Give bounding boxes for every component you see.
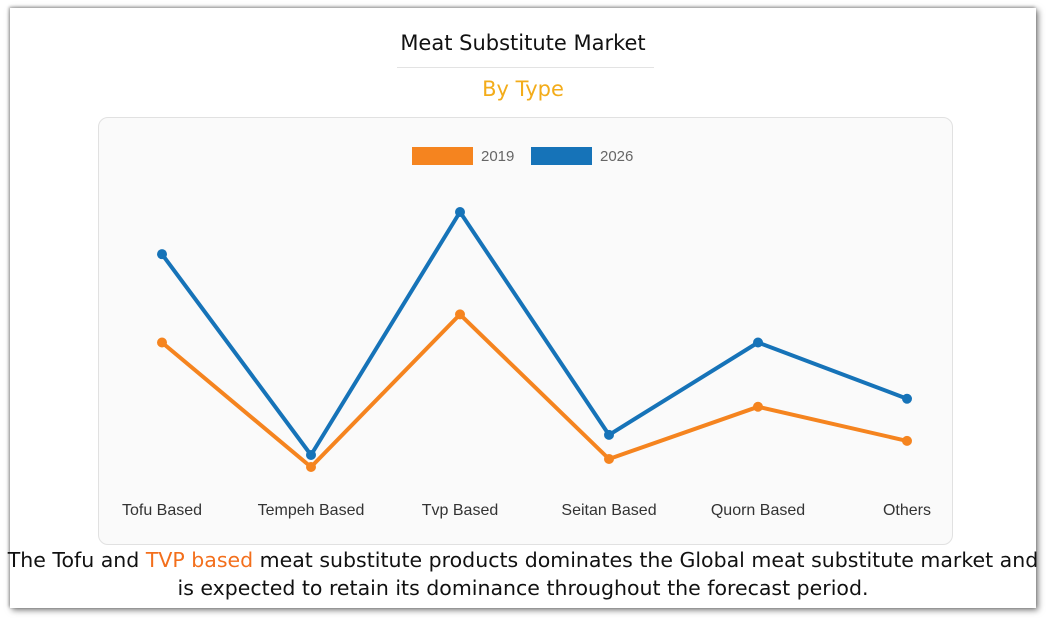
title-divider [397, 67, 654, 68]
data-point-2019-seitan-based [604, 453, 614, 464]
chart-legend: 2019 2026 [412, 147, 633, 165]
data-point-2026-seitan-based [604, 429, 614, 440]
x-tick-label-tvp-based: Tvp Based [422, 502, 498, 519]
chart-caption: The Tofu and TVP based meat substitute p… [0, 546, 1046, 602]
x-tick-label-seitan-based: Seitan Based [561, 502, 656, 519]
caption-text-start: The Tofu and [7, 548, 146, 572]
legend-item-2026: 2026 [531, 147, 633, 165]
legend-label-2019: 2019 [481, 148, 514, 165]
legend-swatch-2026 [531, 147, 592, 165]
line-chart: 2019 2026 Tofu Based Tempeh Based Tvp Based… [122, 147, 931, 519]
page-subtitle: By Type [482, 77, 564, 101]
chart-panel: 2019 2026 Tofu Based Tempeh Based Tvp Based… [98, 117, 953, 545]
data-point-2026-tvp-based [455, 207, 465, 218]
caption-text-end: meat substitute products dominates the G… [177, 548, 1039, 600]
data-point-2026-quorn-based [753, 337, 763, 348]
data-point-2019-quorn-based [753, 401, 763, 412]
data-point-2019-tempeh-based [306, 462, 316, 472]
data-point-2026-tofu-based [157, 249, 167, 260]
caption-highlight: TVP based [145, 548, 254, 572]
data-point-2019-others [902, 435, 912, 446]
series-line-2026 [160, 210, 909, 457]
x-tick-label-quorn-based: Quorn Based [711, 502, 805, 519]
x-tick-label-others: Others [883, 502, 931, 519]
x-tick-label-tofu-based: Tofu Based [122, 502, 202, 519]
legend-label-2026: 2026 [600, 148, 633, 165]
data-point-2026-others [902, 393, 912, 404]
x-axis-labels: Tofu Based Tempeh Based Tvp Based Seitan Ba… [122, 502, 931, 519]
data-point-2019-tofu-based [157, 337, 167, 348]
data-point-2019-tvp-based [455, 309, 465, 320]
data-point-2026-tempeh-based [306, 449, 316, 460]
series-line-2019 [160, 312, 909, 469]
page-title: Meat Substitute Market [400, 31, 646, 55]
chart-series-group [157, 207, 912, 472]
legend-swatch-2019 [412, 147, 473, 165]
x-tick-label-tempeh-based: Tempeh Based [258, 502, 365, 519]
legend-item-2019: 2019 [412, 147, 514, 165]
